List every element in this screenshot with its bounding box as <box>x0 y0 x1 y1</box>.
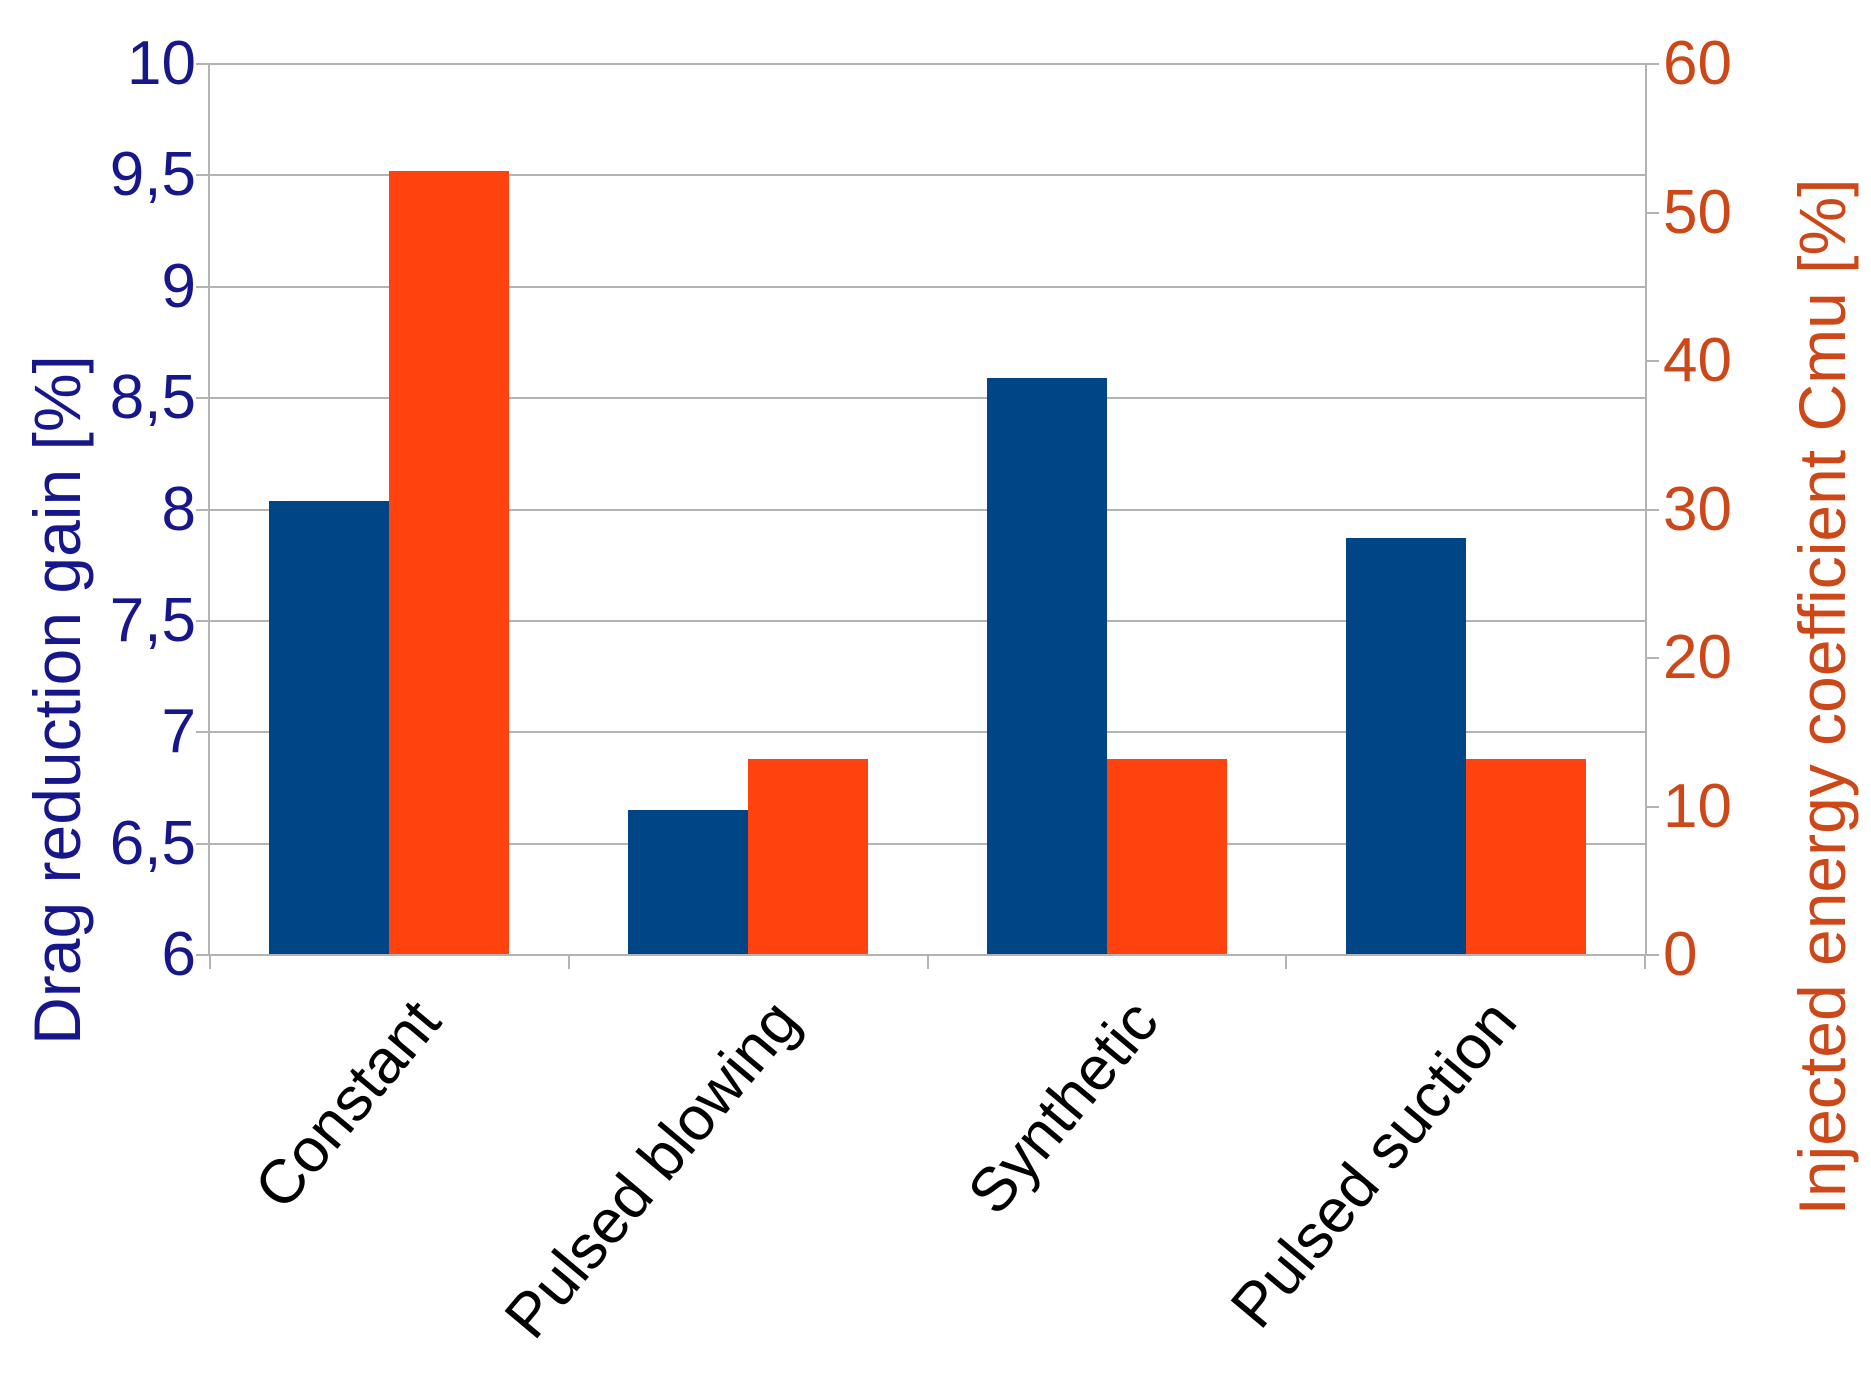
left-axis-title: Drag reduction gain [%] <box>20 355 94 1045</box>
gridline <box>210 397 1645 400</box>
gridline <box>210 63 1645 65</box>
right-axis-tick <box>1645 954 1659 956</box>
category-label-pulsed-blowing: Pulsed blowing <box>491 987 813 1352</box>
right-axis-tick-label: 20 <box>1663 623 1732 692</box>
bottom-axis-tick <box>1644 955 1646 969</box>
category-label-synthetic: Synthetic <box>954 987 1172 1228</box>
left-axis-tick-label: 10 <box>127 29 196 98</box>
bottom-axis-tick <box>567 955 570 969</box>
right-axis-tick-label: 30 <box>1663 474 1732 544</box>
bar-injected-energy-synthetic <box>1106 758 1227 955</box>
right-axis-tick-label: 60 <box>1663 29 1732 98</box>
right-axis-title: Injected energy coefficient Cmu [%] <box>1785 178 1859 1216</box>
gridline <box>210 174 1645 177</box>
left-axis-tick-label: 7 <box>161 697 196 767</box>
left-axis-tick-label: 9,5 <box>109 140 196 210</box>
left-axis-tick <box>196 397 210 400</box>
gridline <box>210 842 1645 845</box>
bottom-axis-tick <box>1285 955 1288 969</box>
left-axis-tick <box>196 954 210 956</box>
right-axis-tick <box>1645 211 1659 214</box>
bar-drag-reduction-constant <box>269 500 390 955</box>
category-label-pulsed-suction: Pulsed suction <box>1218 987 1531 1341</box>
right-axis-tick <box>1645 805 1659 808</box>
left-axis-tick-label: 6,5 <box>109 808 196 878</box>
left-axis-tick-label: 8 <box>161 474 196 544</box>
right-axis-tick-label: 50 <box>1663 177 1732 247</box>
right-axis-tick-label: 10 <box>1663 771 1732 841</box>
left-axis-tick <box>196 619 210 622</box>
right-axis-tick <box>1645 508 1659 511</box>
gridline <box>210 619 1645 622</box>
gridline <box>210 285 1645 288</box>
gridline <box>210 731 1645 734</box>
right-axis-tick-label: 40 <box>1663 326 1732 395</box>
left-axis-tick-label: 9 <box>161 251 196 321</box>
bottom-axis-tick <box>926 955 929 969</box>
right-axis-tick-label: 0 <box>1663 920 1698 989</box>
bar-drag-reduction-pulsed-suction <box>1345 538 1466 955</box>
bottom-axis-line <box>208 954 1647 956</box>
bar-injected-energy-pulsed-suction <box>1465 758 1586 955</box>
bar-drag-reduction-synthetic <box>986 378 1107 955</box>
bar-injected-energy-constant <box>389 170 510 955</box>
left-axis-tick <box>196 731 210 734</box>
category-label-constant: Constant <box>241 987 455 1222</box>
right-axis-line <box>1645 64 1647 955</box>
left-axis-tick-label: 7,5 <box>109 585 196 655</box>
right-axis-tick <box>1645 63 1659 65</box>
right-axis-tick <box>1645 360 1659 362</box>
bar-drag-reduction-pulsed-blowing <box>628 810 749 955</box>
left-axis-tick <box>196 508 210 511</box>
gridline <box>210 508 1645 511</box>
right-axis-tick <box>1645 657 1659 659</box>
left-axis-tick <box>196 285 210 288</box>
left-axis-tick-label: 8,5 <box>109 363 196 433</box>
bar-injected-energy-pulsed-blowing <box>748 758 869 955</box>
left-axis-line <box>208 64 210 955</box>
left-axis-tick <box>196 63 210 65</box>
left-axis-tick <box>196 174 210 177</box>
left-axis-tick-label: 6 <box>161 920 196 989</box>
left-axis-tick <box>196 842 210 845</box>
bottom-axis-tick <box>209 955 211 969</box>
